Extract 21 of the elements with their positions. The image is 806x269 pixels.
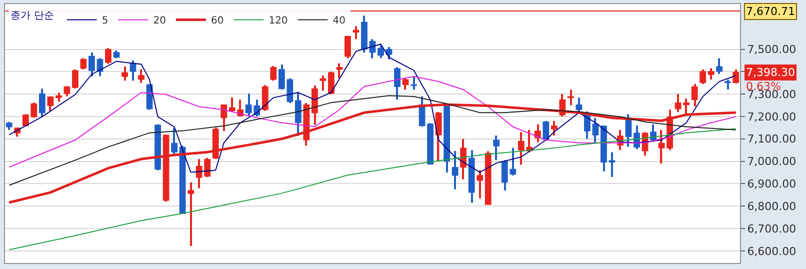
- line-series: [8, 95, 736, 186]
- legend-label: 5: [102, 16, 108, 27]
- y-tick-label: 6,600.00: [747, 244, 796, 258]
- y-tick-label: 7,100.00: [747, 132, 796, 146]
- legend-label: 40: [332, 16, 346, 27]
- candlestick: [188, 182, 194, 246]
- legend-title: 종가 단순: [10, 10, 54, 22]
- line-series: [8, 128, 736, 250]
- y-tick-label: 6,700.00: [747, 222, 796, 236]
- y-tick-label: 7,200.00: [747, 110, 796, 124]
- y-tick-label: 6,800.00: [747, 200, 796, 213]
- legend-label: 20: [153, 16, 166, 27]
- y-tick-label: 7,000.00: [747, 155, 796, 168]
- ref-line-label: 7,670.71: [746, 5, 795, 18]
- legend-label: 120: [268, 16, 288, 27]
- candlestick: [568, 90, 574, 106]
- y-tick-label: 7,500.00: [747, 43, 796, 56]
- line-series: [8, 76, 736, 168]
- legend-label: 60: [210, 16, 224, 27]
- y-tick-label: 6,900.00: [747, 178, 796, 191]
- text: 7,398.30: [746, 66, 795, 79]
